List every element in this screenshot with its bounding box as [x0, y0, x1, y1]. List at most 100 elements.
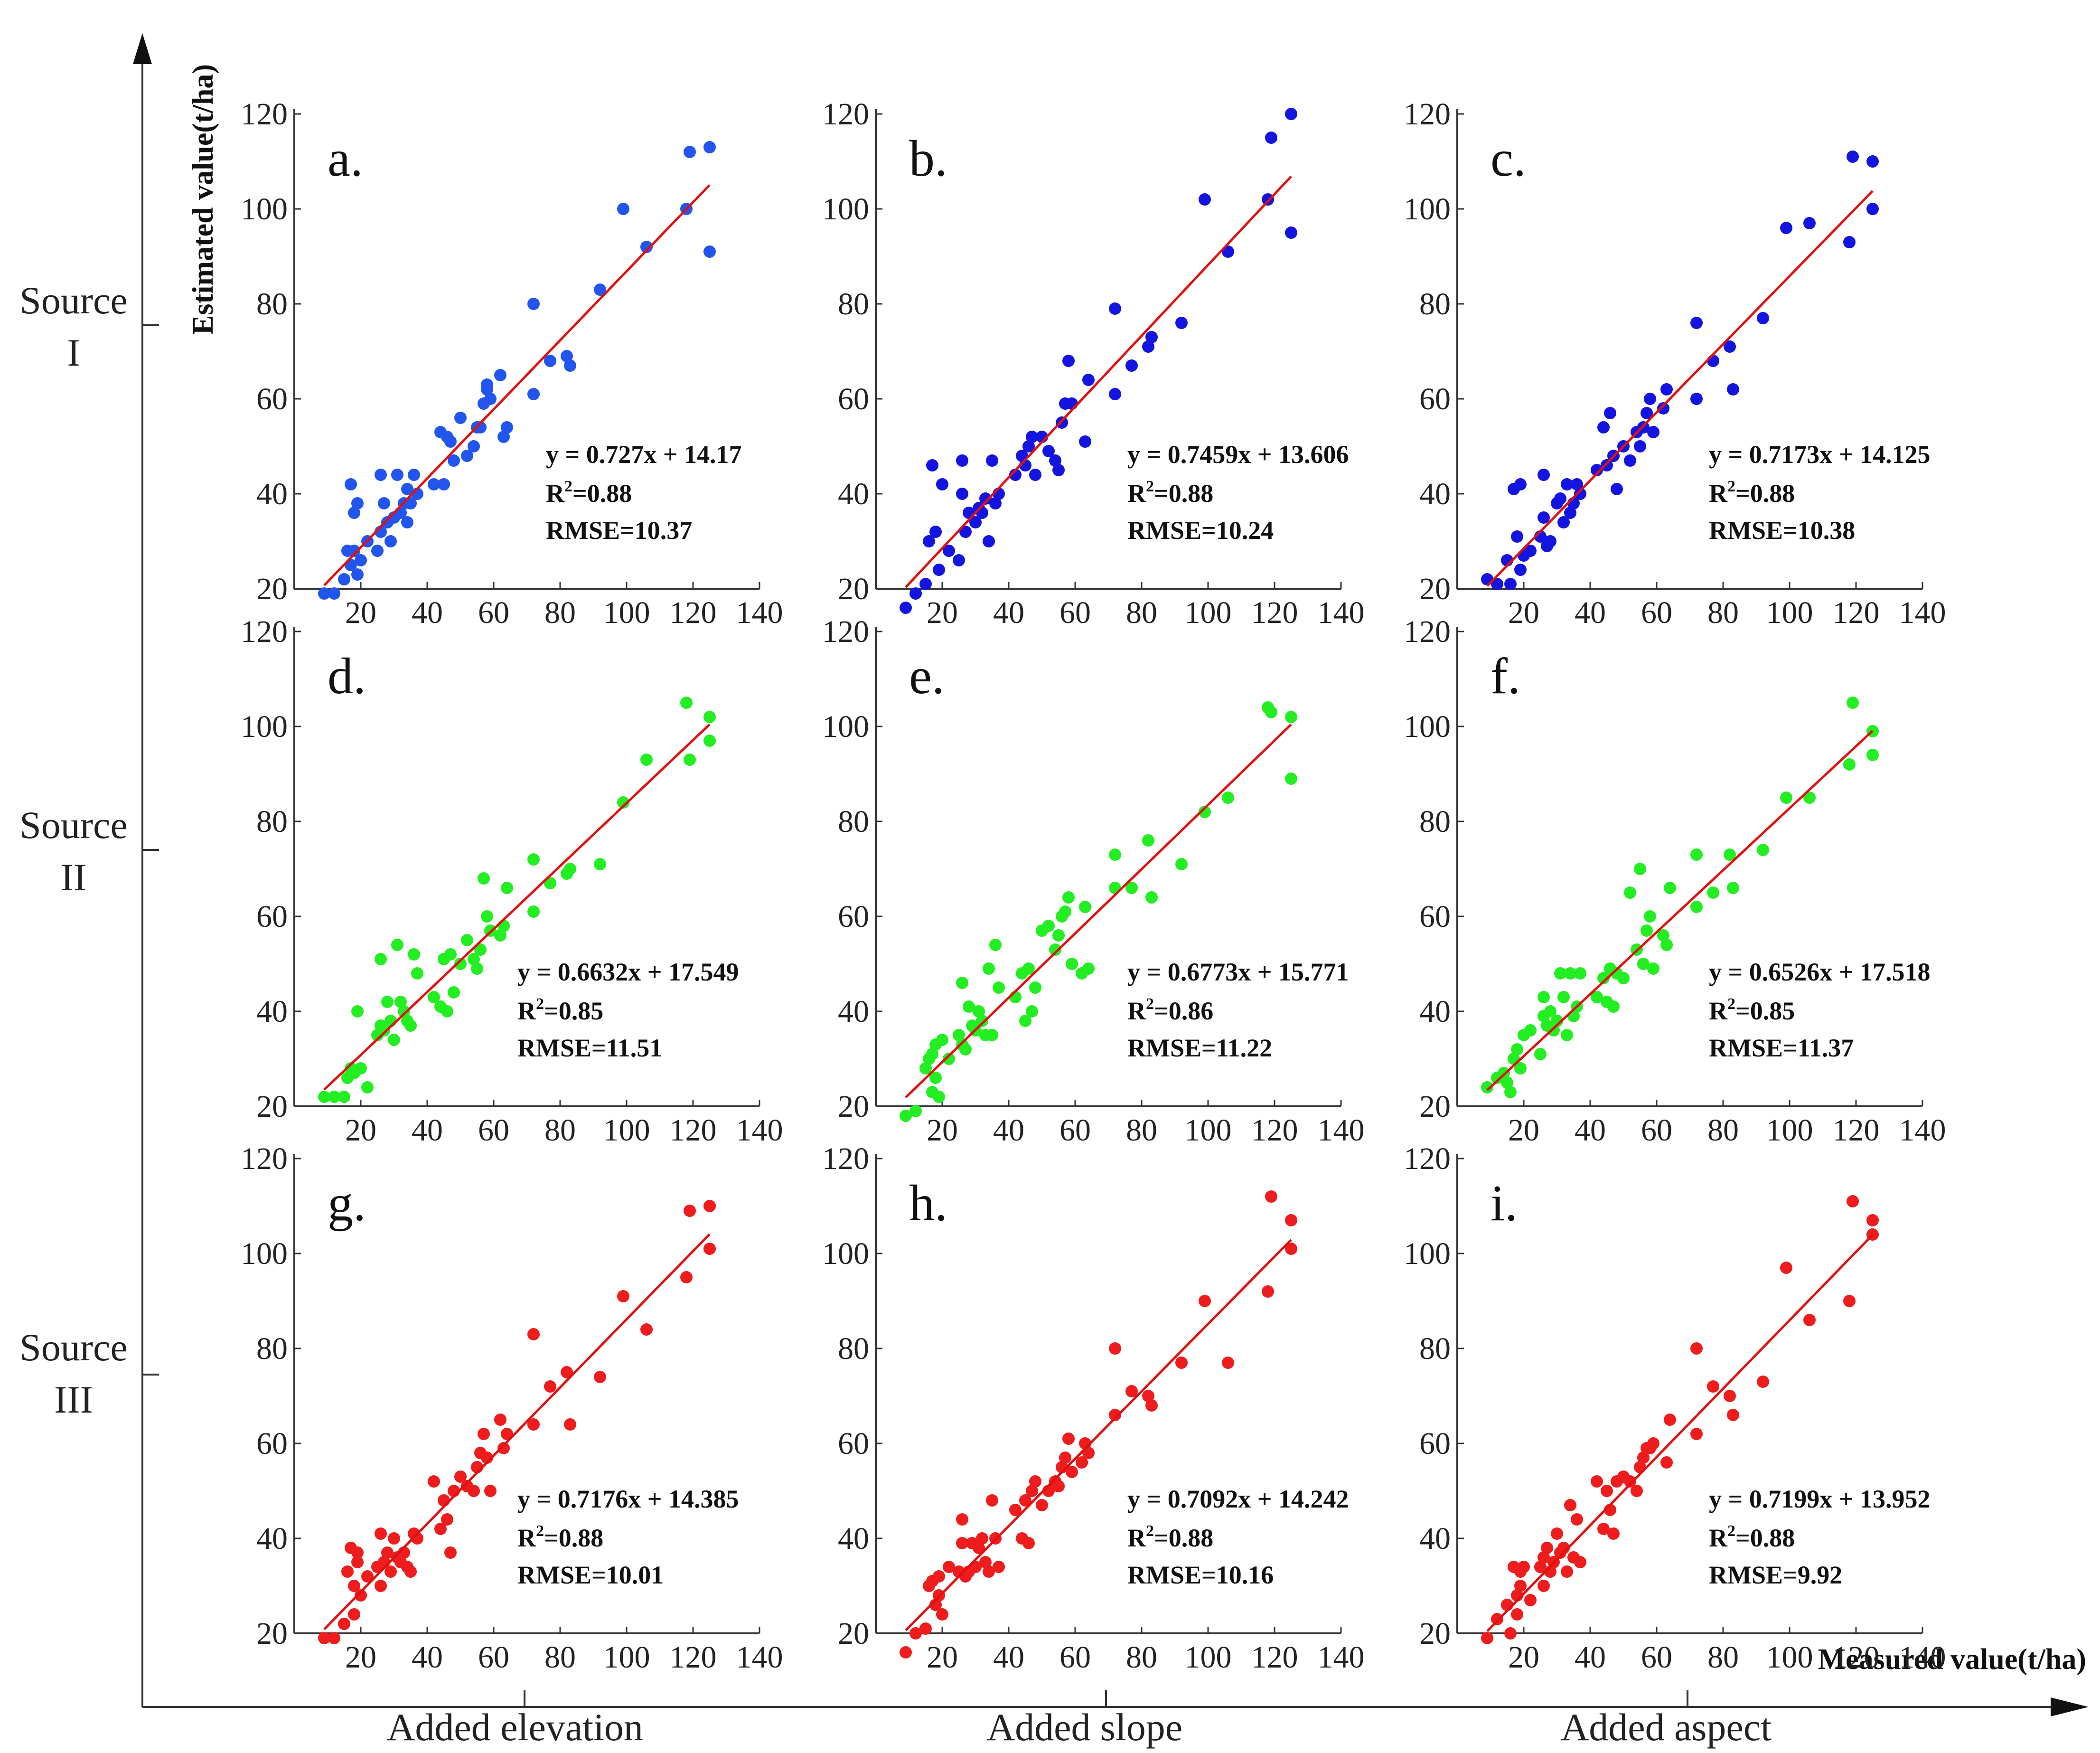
- panel-b-ytick-label: 20: [838, 572, 869, 606]
- data-point: [454, 1470, 467, 1483]
- data-point: [1082, 374, 1095, 386]
- data-point: [900, 1646, 912, 1659]
- panel-i-xtick-label: 120: [1833, 1640, 1880, 1675]
- panel-e-ytick-label: 40: [838, 994, 869, 1029]
- panel-c-rmse: RMSE=10.38: [1709, 516, 1855, 545]
- data-point: [1597, 972, 1610, 984]
- panel-f-ytick-label: 60: [1419, 899, 1451, 934]
- data-point: [444, 1546, 457, 1559]
- panel-h-ytick-label: 20: [838, 1616, 869, 1651]
- panel-a-ytick-label: 40: [256, 477, 288, 511]
- panel-d-rmse: RMSE=11.51: [517, 1034, 662, 1062]
- data-point: [1059, 905, 1071, 918]
- data-point: [1052, 929, 1065, 942]
- data-point: [401, 483, 413, 495]
- data-point: [1504, 1086, 1517, 1098]
- data-point: [1690, 901, 1703, 913]
- panel-f-letter: f.: [1491, 648, 1520, 705]
- data-point: [919, 1062, 932, 1074]
- data-point: [973, 1005, 985, 1018]
- data-point: [1647, 962, 1659, 975]
- data-point: [564, 863, 576, 875]
- data-point: [375, 1527, 387, 1540]
- data-point: [1641, 407, 1653, 419]
- data-point: [1145, 891, 1158, 904]
- data-point: [1285, 1214, 1297, 1226]
- panel-e-xtick-label: 140: [1318, 1113, 1365, 1148]
- data-point: [1199, 193, 1211, 206]
- x-axis-title: Measured value(t/ha): [1818, 1643, 2086, 1676]
- panel-d-ytick-label: 60: [256, 899, 288, 934]
- data-point: [497, 431, 510, 443]
- data-point: [1538, 469, 1550, 481]
- data-point: [474, 421, 487, 434]
- panel-a-xtick-label: 80: [544, 595, 576, 630]
- panel-e-rmse: RMSE=11.22: [1127, 1034, 1272, 1062]
- data-point: [564, 359, 576, 372]
- data-point: [408, 469, 420, 481]
- data-point: [1707, 355, 1719, 367]
- data-point: [1524, 545, 1537, 557]
- data-point: [561, 1366, 573, 1378]
- data-point: [933, 1570, 945, 1583]
- panel-g-xtick-label: 20: [345, 1640, 376, 1675]
- data-point: [438, 1494, 450, 1507]
- data-point: [1624, 1475, 1636, 1488]
- data-point: [1847, 151, 1859, 163]
- data-point: [1634, 440, 1646, 452]
- data-point: [1026, 1485, 1038, 1497]
- data-point: [318, 1091, 330, 1103]
- data-point: [1125, 882, 1138, 894]
- data-point: [1504, 1627, 1517, 1640]
- panel-d-ytick-label: 100: [241, 709, 288, 744]
- data-point: [1042, 445, 1055, 457]
- data-point: [1547, 1024, 1560, 1037]
- data-point: [1551, 1527, 1563, 1540]
- data-point: [983, 1565, 995, 1578]
- data-point: [404, 1019, 417, 1032]
- data-point: [1866, 749, 1879, 761]
- panel-a-ytick-label: 60: [256, 382, 288, 416]
- data-point: [909, 1627, 922, 1640]
- panel-f-ytick-label: 100: [1404, 709, 1451, 744]
- panel-h-rmse: RMSE=10.16: [1127, 1561, 1274, 1589]
- data-point: [1866, 155, 1879, 168]
- data-point: [1780, 222, 1792, 234]
- data-point: [1026, 1005, 1038, 1018]
- data-point: [1724, 340, 1736, 353]
- panel-h-xtick-label: 40: [993, 1640, 1024, 1675]
- panel-g-ytick-label: 80: [256, 1331, 288, 1366]
- data-point: [428, 478, 440, 490]
- data-point: [1265, 706, 1277, 718]
- data-point: [1544, 535, 1556, 547]
- data-point: [318, 1632, 330, 1644]
- panel-h-r2: R2=0.88: [1127, 1522, 1213, 1552]
- panel-b-equation: y = 0.7459x + 13.606: [1127, 440, 1349, 469]
- panel-i-r2: R2=0.88: [1709, 1522, 1795, 1552]
- panel-g-xtick-label: 80: [544, 1640, 576, 1675]
- panel-e-xtick-label: 100: [1185, 1113, 1232, 1148]
- data-point: [1803, 217, 1816, 229]
- data-point: [976, 1015, 988, 1027]
- data-point: [919, 578, 932, 590]
- data-point: [361, 1081, 374, 1093]
- panel-a-xtick-label: 100: [603, 595, 650, 630]
- data-point: [478, 1428, 490, 1440]
- data-point: [378, 1024, 390, 1037]
- panel-h-ytick-label: 60: [838, 1426, 869, 1461]
- data-point: [1557, 991, 1570, 1003]
- panel-c-xtick-label: 140: [1899, 595, 1946, 630]
- panel-i-xtick-label: 100: [1766, 1640, 1813, 1675]
- data-point: [1491, 1613, 1503, 1625]
- data-point: [617, 796, 629, 809]
- data-point: [703, 1243, 716, 1255]
- data-point: [345, 478, 357, 490]
- data-point: [909, 587, 922, 600]
- data-point: [544, 1380, 556, 1393]
- data-point: [1690, 393, 1703, 405]
- data-point: [461, 934, 473, 946]
- data-point: [976, 507, 988, 519]
- data-point: [438, 478, 450, 490]
- data-point: [1285, 773, 1297, 785]
- data-point: [1285, 711, 1297, 723]
